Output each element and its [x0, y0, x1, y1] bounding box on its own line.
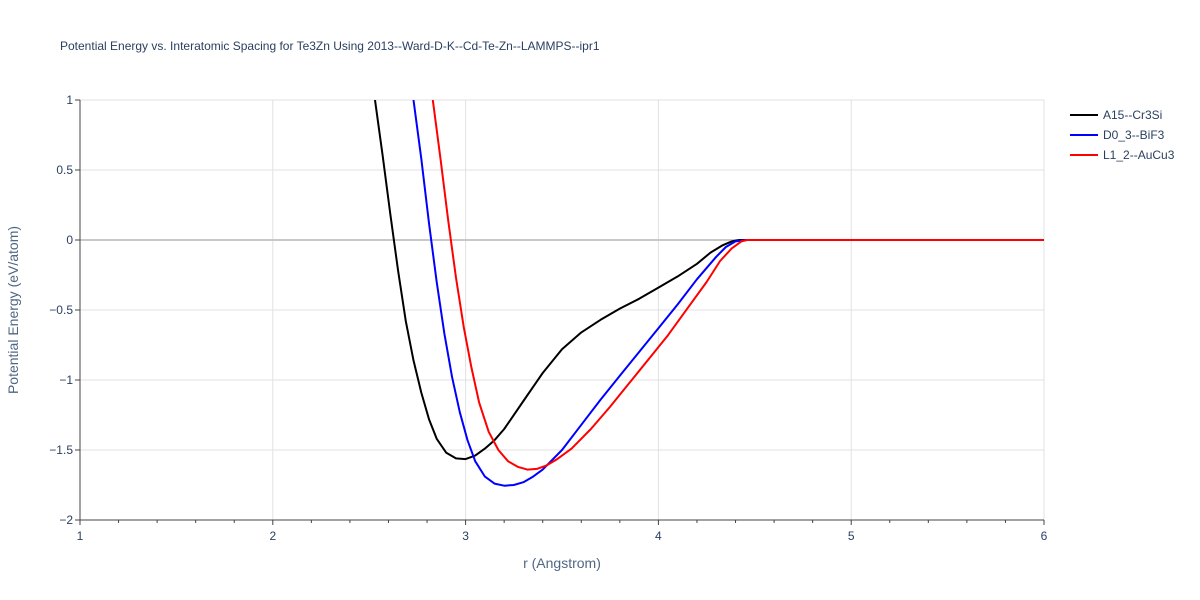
y-tick-label: 0 [66, 233, 73, 247]
x-tick-label: 5 [848, 529, 855, 543]
legend-item-2[interactable]: L1_2--AuCu3 [1070, 148, 1175, 162]
series-line-2 [431, 100, 1044, 471]
series-line-1 [412, 100, 1044, 487]
series-layer [374, 100, 1044, 487]
x-tick-label: 3 [462, 529, 469, 543]
axes: 1 2 3 4 5 6 −2 −1.5 −1 −0.5 0 0.5 1 [49, 93, 1047, 543]
series-line-0 [374, 100, 1044, 461]
x-tick-label: 4 [655, 529, 662, 543]
legend-item-1[interactable]: D0_3--BiF3 [1070, 128, 1165, 142]
y-tick-label: −0.5 [49, 303, 73, 317]
legend-label: A15--Cr3Si [1103, 108, 1162, 122]
y-axis-title: Potential Energy (eV/atom) [5, 226, 21, 394]
legend[interactable]: A15--Cr3Si D0_3--BiF3 L1_2--AuCu3 [1070, 108, 1175, 162]
legend-item-0[interactable]: A15--Cr3Si [1070, 108, 1162, 122]
x-tick-label: 2 [269, 529, 276, 543]
y-tick-label: 1 [66, 93, 73, 107]
legend-label: D0_3--BiF3 [1103, 128, 1165, 142]
legend-label: L1_2--AuCu3 [1103, 148, 1175, 162]
y-tick-label: −2 [59, 513, 73, 527]
chart-title: Potential Energy vs. Interatomic Spacing… [60, 39, 600, 53]
y-tick-label: −1.5 [49, 443, 73, 457]
x-tick-label: 6 [1041, 529, 1048, 543]
x-axis-title: r (Angstrom) [523, 555, 601, 571]
y-tick-label: −1 [59, 373, 73, 387]
x-tick-label: 1 [77, 529, 84, 543]
y-tick-label: 0.5 [56, 163, 73, 177]
